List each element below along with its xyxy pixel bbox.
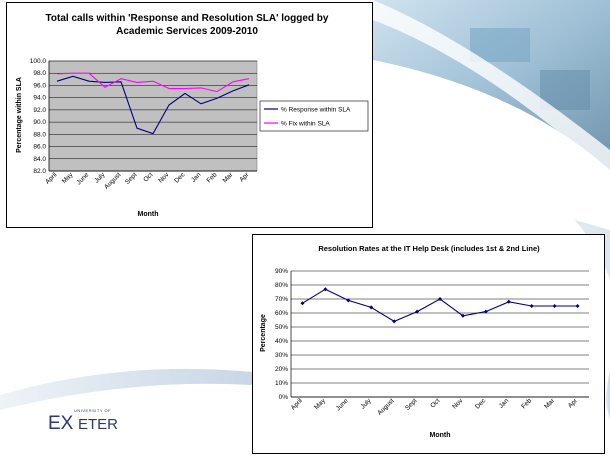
x-tick-label: June [335,397,350,412]
chart-title-line-2: Academic Services 2009-2010 [116,26,258,37]
x-tick-label: Dec [173,171,187,185]
y-tick-label: 80% [275,282,288,289]
y-tick-label: 82.0 [33,168,46,175]
university-logo: UNIVERSITY OF EX ETER [46,406,136,441]
x-tick-label: Sept [124,171,139,186]
x-tick-label: Jan [498,397,511,410]
x-tick-label: April [44,171,59,186]
data-point [438,297,442,301]
x-tick-label: Mar [543,397,556,410]
x-tick-label: May [313,397,327,411]
data-point [552,304,557,308]
y-tick-label: 94.0 [33,95,46,102]
y-tick-label: 50% [275,324,288,331]
plot-area [291,271,589,397]
data-point [483,309,488,314]
y-axis-label: Percentage within SLA [16,77,23,153]
legend-entry-fix: % Fix within SLA [281,121,330,128]
x-tick-label: July [93,171,107,185]
resolution-chart-svg: Resolution Rates at the IT Help Desk (in… [260,244,589,439]
swoosh-left [0,368,252,410]
y-tick-label: 90.0 [33,119,46,126]
y-tick-label: 20% [275,366,288,373]
chart-title-line-1: Total calls within 'Response and Resolut… [46,13,329,24]
data-point [323,287,328,292]
data-point [506,299,511,304]
y-tick-label: 98.0 [33,70,46,77]
y-tick-label: 10% [275,380,288,387]
x-tick-label: May [61,171,75,185]
logo-big-right: ETER [78,416,118,433]
resolution-chart: Resolution Rates at the IT Help Desk (in… [252,234,605,454]
x-tick-label: April [290,397,305,412]
legend-entry-response: % Response within SLA [281,107,351,114]
data-point [529,304,534,308]
plot-area [48,60,258,172]
sla-chart: Total calls within 'Response and Resolut… [6,2,373,228]
logo-small-text: UNIVERSITY OF [74,408,111,413]
data-point [346,298,351,303]
y-tick-label: 88.0 [33,131,46,138]
x-tick-label: Nov [451,397,465,411]
data-point [575,304,580,308]
y-tick-label: 90% [275,268,288,275]
series-line-0 [56,75,250,135]
exeter-logo-mark: UNIVERSITY OF EX ETER [48,408,118,434]
x-tick-label: July [360,397,374,411]
x-tick-label: June [75,171,90,186]
legend: % Response within SLA % Fix within SLA [259,100,369,132]
y-tick-label: 40% [275,338,288,345]
x-tick-label: Oct [142,171,154,183]
x-tick-label: Nov [157,171,171,185]
x-tick-label: Dec [474,397,488,411]
data-point [369,305,374,310]
x-axis-label: Month [138,211,159,218]
y-tick-label: 84.0 [33,156,46,163]
data-point [415,309,420,314]
sla-chart-svg: Total calls within 'Response and Resolut… [16,13,369,218]
x-tick-label: Apr [567,397,580,410]
y-axis-label: Percentage [260,314,267,352]
x-tick-label: Apr [238,171,251,184]
y-tick-label: 92.0 [33,107,46,114]
x-tick-label: August [103,171,122,190]
y-tick-label: 96.0 [33,82,46,89]
x-tick-label: Sept [404,397,419,412]
y-tick-label: 70% [275,296,288,303]
x-tick-label: Jan [190,171,203,184]
data-point [300,301,305,306]
x-tick-label: Feb [520,397,533,410]
x-tick-label: August [376,397,395,416]
logo-big-left: EX [48,413,74,434]
x-tick-label: Mar [222,171,235,184]
data-point [460,313,465,318]
y-tick-label: 30% [275,352,288,359]
x-tick-label: Feb [206,171,219,184]
y-tick-label: 60% [275,310,288,317]
x-axis-label: Month [430,432,451,439]
data-point [392,319,397,324]
y-tick-label: 0% [279,394,289,401]
series-line-1 [56,72,250,93]
y-tick-label: 86.0 [33,144,46,151]
y-tick-label: 100.0 [30,58,47,65]
chart-title: Resolution Rates at the IT Help Desk (in… [318,244,540,253]
x-tick-label: Oct [429,397,441,409]
